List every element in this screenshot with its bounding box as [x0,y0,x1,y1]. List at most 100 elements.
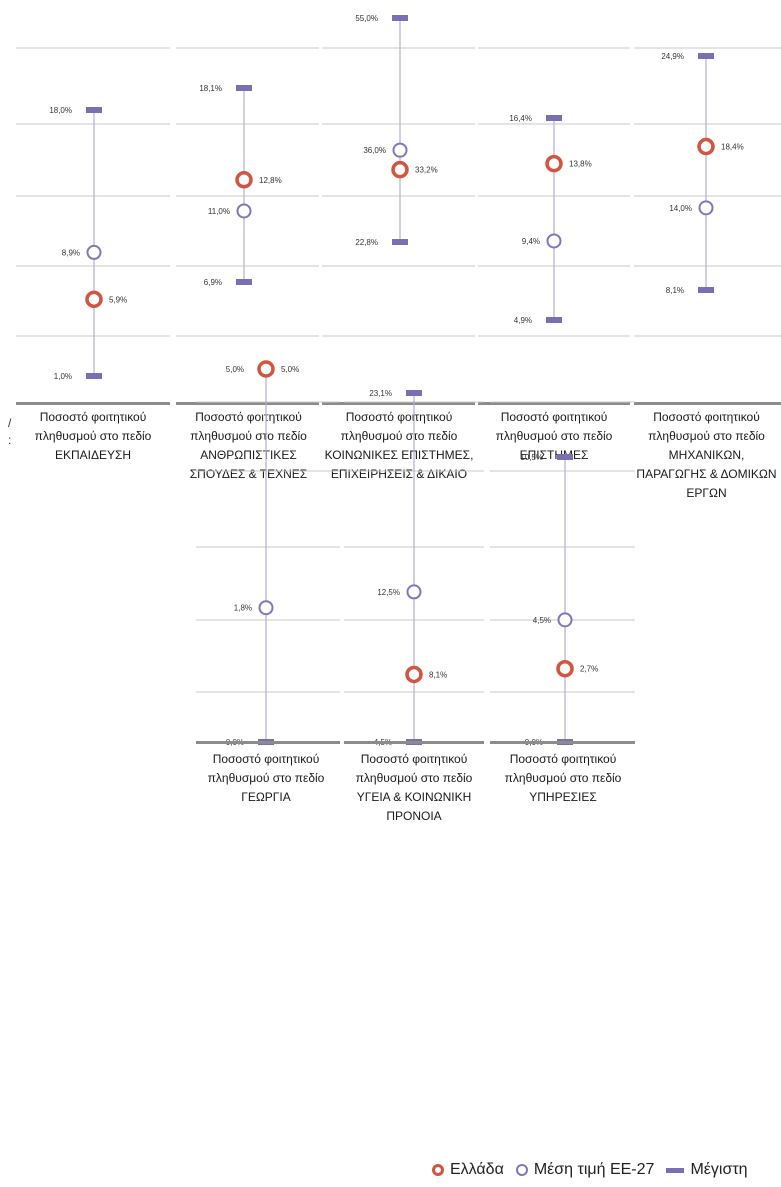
min-value-label: 22,8% [355,238,378,247]
max-value-label: 16,4% [509,114,532,123]
chart-panel-health: 23,1%4,5%12,5%8,1% [344,388,484,747]
chart-svg-engineering: 24,9% 8,1% 14,0% 18,4% [634,47,781,337]
greece-value-label: 5,0% [281,365,299,374]
legend-item-max: Μέγιστη [666,1161,748,1179]
eu-mean-value-label: 8,9% [62,248,80,257]
greece-point [405,665,423,684]
eu-mean-point [698,200,714,216]
eu-mean-value-label: 12,5% [377,588,400,597]
chart-panel-agriculture: 5,0%0,0%1,8%5,0% [196,360,340,747]
max-value-label: 10,5% [520,453,543,462]
caption-agriculture: Ποσοστό φοιτητικού πληθυσμού στο πεδίο Γ… [207,752,325,804]
axis-line-social-sciences [322,402,475,405]
greece-point [697,137,715,156]
max-marker [546,115,562,121]
greece-value-label: 12,8% [259,176,282,185]
chart-svg-agriculture: 5,0%0,0%1,8%5,0% [196,360,340,747]
max-marker [406,390,422,396]
min-value-label: 6,9% [204,278,222,287]
eu-mean-value-label: 36,0% [363,146,386,155]
legend-label-max: Μέγιστη [690,1161,748,1178]
caption-social-sciences: Ποσοστό φοιτητικού πληθυσμού στο πεδίο Κ… [324,410,474,481]
eu-mean-point [258,600,274,616]
max-value-label: 24,9% [661,52,684,61]
max-bar-icon [666,1167,685,1173]
eu-mean-value-label: 1,8% [234,604,252,613]
axis-line-sciences [478,402,630,405]
chart-svg-humanities: 18,1% 6,9% 11,0% 12,8% [176,47,319,337]
min-value-label: 4,9% [514,316,532,325]
greece-value-label: 13,8% [569,160,592,169]
eu-mean-point [557,612,573,628]
stray-mark-top: / [8,416,12,430]
max-marker [392,15,408,21]
min-marker [546,317,562,323]
chart-svg-health: 23,1%4,5%12,5%8,1% [344,389,484,747]
chart-legend: Ελλάδα Μέση τιμή ΕΕ-27 Μέγιστη [432,1158,781,1182]
mean-ring-icon [515,1164,528,1176]
max-marker [698,53,714,59]
axis-line-engineering [634,402,781,405]
greece-point [545,154,563,173]
greece-point [556,659,574,678]
axis-line-services [490,741,635,744]
max-value-label: 18,1% [199,84,222,93]
min-value-label: 8,1% [666,286,684,295]
max-value-label: 55,0% [355,14,378,23]
max-value-label: 5,0% [226,365,244,374]
axis-line-education [16,402,170,405]
min-marker [236,279,252,285]
chart-panel-engineering: 24,9% 8,1% 14,0% 18,4% [634,0,781,400]
eu-mean-point [236,203,252,219]
legend-item-eu-mean: Μέση τιμή ΕΕ-27 [515,1161,655,1179]
caption-sciences: Ποσοστό φοιτητικού πληθυσμού στο πεδίο Ε… [495,410,613,462]
eu-mean-value-label: 9,4% [522,237,540,246]
chart-panel-services: 10,5%0,0%4,5%2,7% [490,388,635,747]
caption-engineering: Ποσοστό φοιτητικού πληθυσμού στο πεδίο Μ… [636,410,777,500]
chart-svg-education: 18,0% 1,0% 8,9% 5,9% [16,47,170,381]
max-marker [557,454,573,460]
max-value-label: 18,0% [49,106,72,115]
legend-label-greece: Ελλάδα [450,1161,504,1178]
caption-health: Ποσοστό φοιτητικού πληθυσμού στο πεδίο Υ… [355,752,473,823]
legend-label-eu-mean: Μέση τιμή ΕΕ-27 [533,1161,655,1178]
min-marker [698,287,714,293]
eu-mean-point [406,584,422,600]
greece-point [85,290,103,309]
eu-mean-value-label: 11,0% [208,207,230,216]
chart-svg-services: 10,5%0,0%4,5%2,7% [490,401,635,747]
greece-value-label: 8,1% [429,670,447,679]
max-marker [236,85,252,91]
caption-education: Ποσοστό φοιτητικού πληθυσμού στο πεδίο Ε… [34,410,152,462]
greece-point [257,360,275,378]
min-marker [392,239,408,245]
eu-mean-point [86,244,102,260]
max-marker [86,107,102,113]
greece-value-label: 5,9% [109,295,127,304]
axis-line-agriculture [196,741,340,744]
chart-svg-sciences: 16,4% 4,9% 9,4% 13,8% [478,47,630,337]
axis-line-humanities [176,402,319,405]
greece-point [235,171,253,189]
greece-point [391,160,409,179]
max-value-label: 23,1% [369,389,392,398]
chart-svg-social-sciences: 55,0% 22,8% 36,0% 33,2% [322,14,475,337]
chart-panel-sciences: 16,4% 4,9% 9,4% 13,8% [478,0,630,400]
caption-services: Ποσοστό φοιτητικού πληθυσμού στο πεδίο Υ… [504,752,622,804]
eu-mean-value-label: 4,5% [533,616,551,625]
eu-mean-point [546,233,562,249]
chart-panel-education: 18,0% 1,0% 8,9% 5,9% [16,0,170,400]
chart-panel-humanities: 18,1% 6,9% 11,0% 12,8% [176,0,319,400]
eu-mean-value-label: 14,0% [669,204,692,213]
greece-value-label: 18,4% [721,143,744,152]
stray-mark-bottom: : [8,433,12,447]
greece-value-label: 2,7% [580,665,598,674]
axis-line-health [344,741,484,744]
greece-ring-icon [432,1164,444,1176]
min-marker [86,373,102,379]
greece-value-label: 33,2% [415,166,438,175]
chart-panel-social-sciences: 55,0% 22,8% 36,0% 33,2% [322,0,475,400]
min-value-label: 1,0% [54,372,72,381]
eu-mean-point [392,142,408,158]
legend-item-greece: Ελλάδα [432,1161,504,1179]
